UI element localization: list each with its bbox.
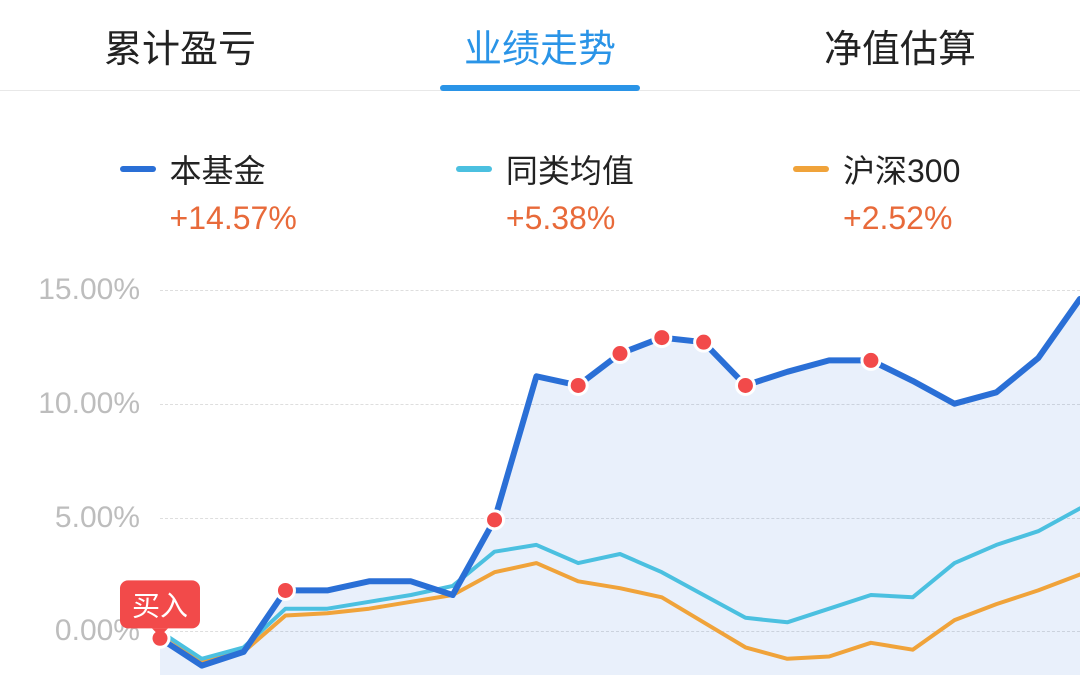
tab-净值估算[interactable]: 净值估算 [720,0,1080,90]
legend-label: 本基金 [170,146,266,192]
y-axis-tick: 5.00% [0,501,140,535]
legend-swatch [793,166,829,172]
legend-swatch [120,166,156,172]
legend-value: +2.52% [843,200,952,237]
y-axis-tick: 10.00% [0,387,140,421]
marker-dot [276,581,294,599]
marker-dot [695,333,713,351]
legend-item: 同类均值 +5.38% [456,146,634,237]
legend-item: 沪深300 +2.52% [793,146,960,237]
tab-累计盈亏[interactable]: 累计盈亏 [0,0,360,90]
marker-dot [611,345,629,363]
chart-svg [160,267,1080,675]
tab-bar: 累计盈亏业绩走势净值估算 [0,0,1080,91]
marker-dot [569,376,587,394]
marker-dot [653,329,671,347]
marker-dot [486,511,504,529]
marker-dot [736,376,754,394]
legend-value: +5.38% [506,200,615,237]
performance-chart: 0.00%5.00%10.00%15.00%买入 [0,267,1080,675]
legend: 本基金 +14.57% 同类均值 +5.38% 沪深300 +2.52% [0,91,1080,267]
marker-dot [862,351,880,369]
y-axis-tick: 15.00% [0,273,140,307]
legend-label: 沪深300 [843,146,960,192]
buy-badge: 买入 [120,581,200,629]
legend-value: +14.57% [170,200,297,237]
legend-item: 本基金 +14.57% [120,146,297,237]
legend-swatch [456,166,492,172]
tab-业绩走势[interactable]: 业绩走势 [360,0,720,90]
legend-label: 同类均值 [506,146,634,192]
